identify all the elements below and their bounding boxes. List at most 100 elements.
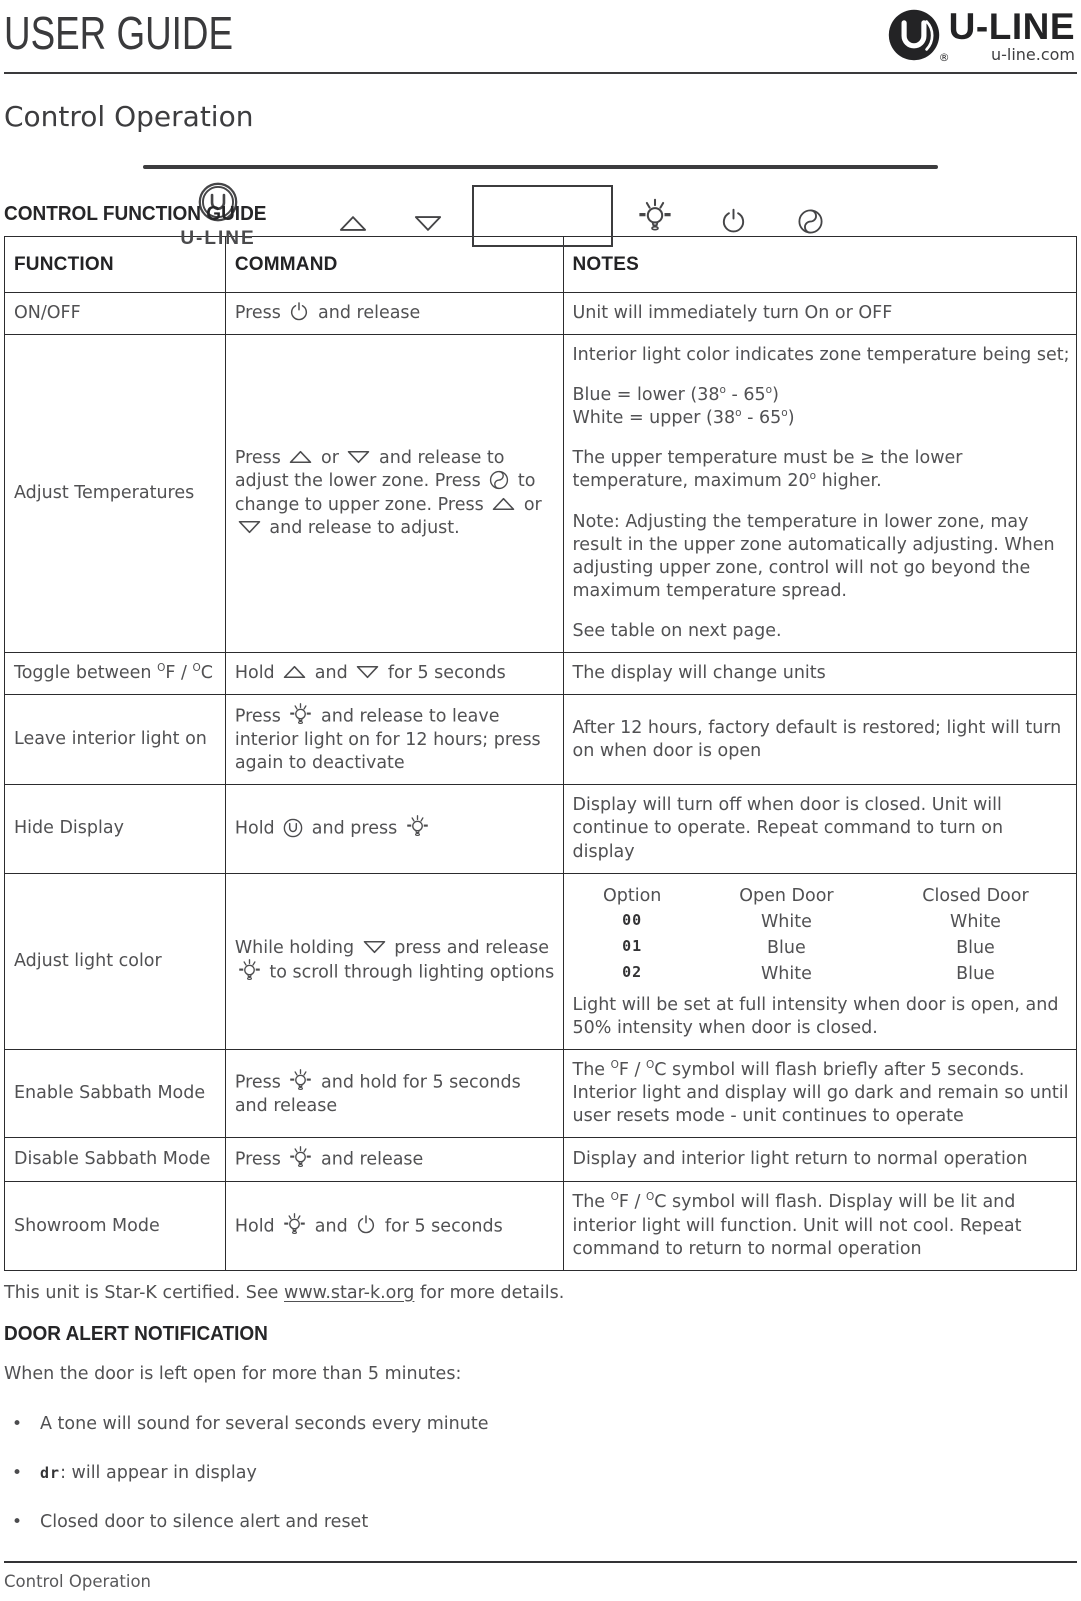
table-row-adjust-light-color: Adjust light color While holding press a… [4, 872, 1077, 1051]
notes-cell: After 12 hours, factory default is resto… [562, 694, 1077, 786]
zone-icon [488, 469, 510, 491]
notes-cell: Interior light color indicates zone temp… [562, 334, 1077, 654]
section-title: Control Operation [4, 100, 254, 133]
command-cell: Hold and for 5 seconds [224, 1181, 564, 1271]
table-row-showroom-mode: Showroom Mode Hold and for 5 seconds The… [4, 1181, 1077, 1271]
down-arrow-icon [237, 520, 262, 534]
option-code: 01 [622, 936, 643, 955]
list-item: Closed door to silence alert and reset [4, 1512, 1077, 1532]
bulb-icon [405, 814, 430, 839]
degree-superscript: O [645, 1191, 655, 1204]
open-door-value: White [760, 963, 812, 984]
table-row-disable-sabbath: Disable Sabbath Mode Press and release D… [4, 1137, 1077, 1183]
notes-cell: Display and interior light return to nor… [562, 1137, 1077, 1183]
temperature-display [472, 185, 613, 247]
control-function-table: FUNCTION COMMAND NOTES ON/OFF Press and … [4, 236, 1077, 1271]
function-cell: Toggle between OF / OC [4, 652, 226, 696]
function-cell: Showroom Mode [4, 1181, 226, 1271]
registered-trademark: ® [938, 51, 950, 64]
star-k-link[interactable]: www.star-k.org [284, 1282, 415, 1303]
command-cell: Press or and release to adjust the lower… [224, 334, 564, 654]
degree-superscript: O [157, 662, 166, 675]
control-panel-illustration: U-LINE [143, 165, 938, 249]
panel-logo-text: U-LINE [180, 228, 256, 249]
door-alert-heading: DOOR ALERT NOTIFICATION [4, 1322, 268, 1345]
table-row-adjust-temperatures: Adjust Temperatures Press or and release… [4, 334, 1077, 654]
uline-logo: ® [887, 8, 950, 64]
page-title: USER GUIDE [4, 7, 234, 59]
down-arrow-icon [362, 940, 387, 954]
function-cell: Hide Display [4, 784, 226, 874]
option-code: 00 [622, 910, 643, 929]
function-cell: ON/OFF [4, 291, 226, 336]
uline-logo-icon [887, 8, 941, 62]
power-icon [355, 1214, 377, 1236]
degree-superscript: o [719, 384, 726, 397]
notes-cell: Option Open Door Closed Door 00 White Wh… [562, 872, 1077, 1051]
open-door-value: Blue [767, 937, 806, 958]
open-door-column-header: Open Door [739, 885, 834, 906]
down-arrow-icon [346, 450, 371, 464]
display-code-text: dr [40, 1463, 61, 1482]
notes-cell: The OF / OC symbol will flash briefly af… [562, 1049, 1077, 1139]
degree-superscript: O [610, 1059, 619, 1072]
closed-door-value: Blue [956, 937, 995, 958]
function-cell: Leave interior light on [4, 694, 226, 786]
door-alert-list: A tone will sound for several seconds ev… [4, 1414, 1077, 1561]
bulb-icon [282, 1212, 307, 1237]
down-arrow-icon [355, 665, 380, 679]
bulb-icon [288, 1068, 313, 1093]
bulb-icon [288, 702, 313, 727]
up-arrow-icon [288, 450, 313, 464]
footer-section-label: Control Operation [4, 1571, 152, 1591]
door-alert-intro: When the door is left open for more than… [4, 1363, 462, 1384]
column-header-function: FUNCTION [4, 236, 226, 293]
function-cell: Adjust Temperatures [4, 334, 226, 654]
option-code: 02 [622, 962, 643, 981]
command-cell: Press and release [224, 1137, 564, 1183]
bulb-icon [288, 1145, 313, 1170]
command-cell: Press and hold for 5 seconds and release [224, 1049, 564, 1139]
brand-wordmark: U-LINE [948, 6, 1075, 47]
degree-superscript: o [765, 384, 773, 397]
degree-superscript: O [610, 1191, 619, 1204]
bulb-icon [237, 958, 262, 983]
table-row-leave-light-on: Leave interior light on Press and releas… [4, 694, 1077, 786]
star-k-certification-note: This unit is Star-K certified. See www.s… [4, 1282, 565, 1303]
degree-superscript: O [192, 662, 201, 675]
guide-heading: CONTROL FUNCTION GUIDE [4, 203, 267, 225]
table-row-toggle-units: Toggle between OF / OC Hold and for 5 se… [4, 652, 1077, 696]
open-door-value: White [760, 911, 812, 932]
uline-brand-block: ® U-LINE u-line.com [887, 8, 1077, 64]
page-footer: Control Operation [4, 1560, 1077, 1601]
command-cell: Hold and press [224, 784, 564, 874]
closed-door-value: Blue [956, 963, 995, 984]
list-item: A tone will sound for several seconds ev… [4, 1414, 1077, 1434]
function-cell: Enable Sabbath Mode [4, 1049, 226, 1139]
degree-superscript: o [781, 407, 788, 420]
command-cell: Hold and for 5 seconds [224, 652, 564, 696]
page-header: USER GUIDE ® U-LINE u-line.com [4, 0, 1077, 74]
up-arrow-icon [491, 497, 516, 511]
function-cell: Adjust light color [4, 872, 226, 1051]
closed-door-value: White [950, 911, 1001, 932]
degree-superscript: O [645, 1059, 655, 1072]
notes-cell: The OF / OC symbol will flash. Display w… [562, 1181, 1077, 1271]
brand-website: u-line.com [990, 45, 1075, 64]
option-column-header: Option [602, 885, 662, 906]
light-options-table: Option Open Door Closed Door 00 White Wh… [573, 885, 1071, 986]
table-row-hide-display: Hide Display Hold and press Display will… [4, 784, 1077, 874]
table-row-enable-sabbath: Enable Sabbath Mode Press and hold for 5… [4, 1049, 1077, 1139]
degree-superscript: o [735, 407, 742, 420]
notes-cell: Unit will immediately turn On or OFF [562, 291, 1077, 336]
degree-superscript: o [809, 470, 817, 483]
notes-cell: Display will turn off when door is close… [562, 784, 1077, 874]
power-icon [288, 301, 310, 323]
panel-uline-logo: U-LINE [163, 181, 273, 250]
table-row-on-off: ON/OFF Press and release Unit will immed… [4, 291, 1077, 336]
notes-cell: The display will change units [562, 652, 1077, 696]
command-cell: Press and release to leave interior ligh… [224, 694, 564, 786]
column-header-notes: NOTES [562, 236, 1077, 293]
list-item: dr: will appear in display [4, 1463, 1077, 1483]
command-cell: Press and release [224, 291, 564, 336]
